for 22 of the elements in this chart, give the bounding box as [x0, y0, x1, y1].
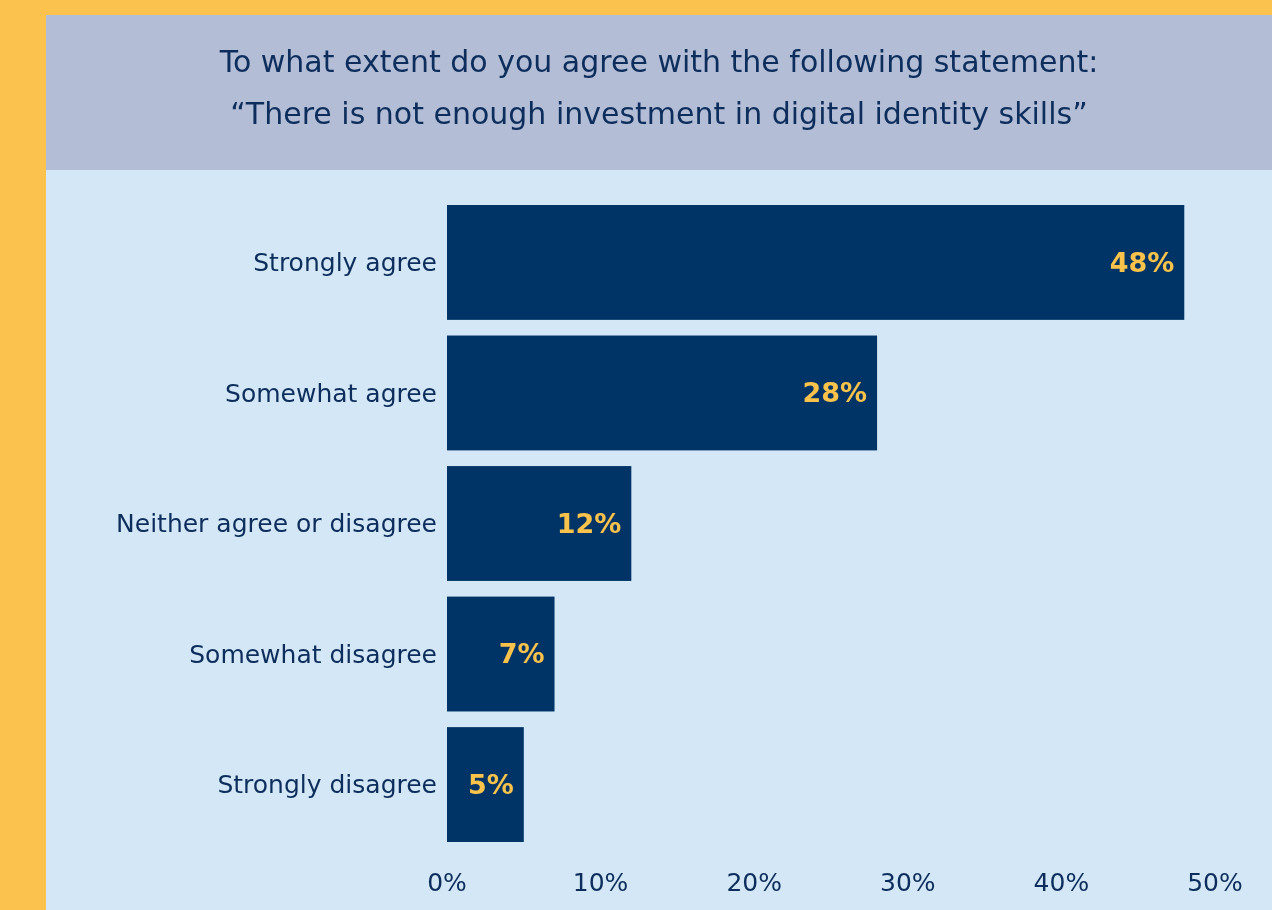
- bar: [447, 466, 632, 581]
- x-tick-label: 50%: [1187, 867, 1243, 897]
- y-tick-label: Strongly disagree: [217, 770, 437, 800]
- bar: [447, 205, 1185, 320]
- x-tick-label: 0%: [427, 867, 467, 897]
- y-tick-label: Somewhat agree: [225, 378, 437, 408]
- y-tick-label: Strongly agree: [253, 248, 437, 278]
- x-tick-label: 20%: [726, 867, 782, 897]
- y-tick-label: Neither agree or disagree: [116, 509, 437, 539]
- bar: [447, 727, 524, 842]
- x-tick-label: 30%: [880, 867, 936, 897]
- data-label: 48%: [1109, 246, 1175, 278]
- data-label: 12%: [556, 507, 622, 539]
- data-label: 7%: [498, 638, 545, 670]
- chart-title: To what extent do you agree with the following statement: “There is not enough investment in digital identity skills”: [218, 44, 1099, 131]
- x-tick-label: 40%: [1033, 867, 1090, 897]
- y-tick-label: Somewhat disagree: [189, 639, 437, 669]
- bar: [447, 596, 555, 712]
- bar: [447, 335, 878, 451]
- data-label: 28%: [802, 377, 868, 409]
- data-label: 5%: [467, 769, 514, 801]
- x-tick-label: 10%: [572, 867, 629, 897]
